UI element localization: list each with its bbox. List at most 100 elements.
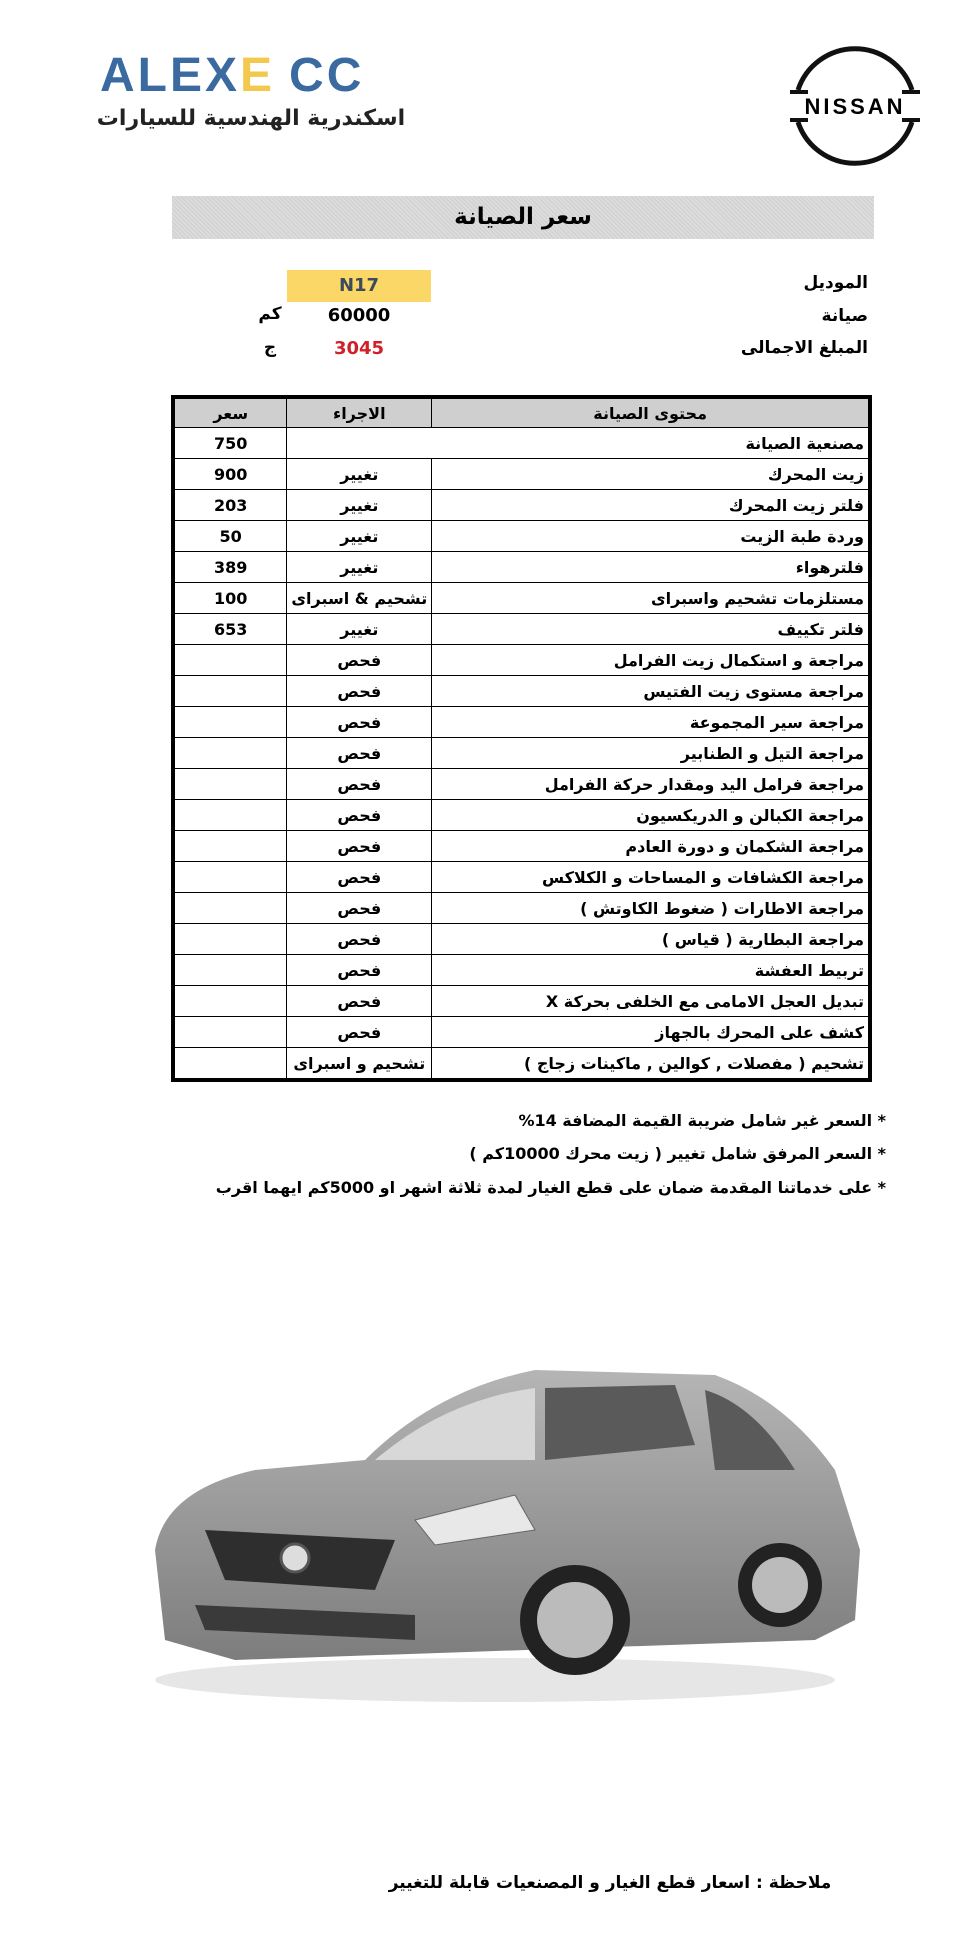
maintenance-table: محتوى الصيانة الاجراء سعر مصنعية الصيانة… xyxy=(171,395,872,1082)
nissan-logo-text: NISSAN xyxy=(804,94,905,119)
row-price xyxy=(172,892,288,924)
table-row: مراجعة التيل و الطنابير فحص xyxy=(172,737,871,769)
table-row: مراجعة الكبالن و الدريكسيون فحص xyxy=(172,799,871,831)
table-row: زيت المحرك تغيير 900 xyxy=(172,458,871,490)
table-row: مراجعة سير المجموعة فحص xyxy=(172,706,871,738)
row-content: مراجعة الاطارات ( ضغوط الكاوتش ) xyxy=(431,892,871,924)
service-value: 60000 xyxy=(327,305,391,326)
table-row: تشحيم ( مفصلات , كوالين , ماكينات زجاج )… xyxy=(172,1047,871,1081)
row-action: تغيير xyxy=(286,458,433,490)
note-warranty: * على خدماتنا المقدمة ضمان على قطع الغيا… xyxy=(215,1178,886,1197)
brand-subtitle: اسكندرية الهندسية للسيارات xyxy=(96,106,406,131)
table-row: مراجعة الكشافات و المساحات و الكلاكس فحص xyxy=(172,861,871,893)
row-price xyxy=(172,861,288,893)
table-row: كشف على المحرك بالجهاز فحص xyxy=(172,1016,871,1048)
table-row: مراجعة فرامل اليد ومقدار حركة الفرامل فحص xyxy=(172,768,871,800)
row-price xyxy=(172,985,288,1017)
row-action: فحص xyxy=(286,861,433,893)
row-action: فحص xyxy=(286,644,433,676)
table-row: وردة طبة الزيت تغيير 50 xyxy=(172,520,871,552)
row-price xyxy=(172,768,288,800)
row-action: فحص xyxy=(286,706,433,738)
row-content: فلتر زيت المحرك xyxy=(431,489,871,521)
table-row: فلتر زيت المحرك تغيير 203 xyxy=(172,489,871,521)
row-price xyxy=(172,1016,288,1048)
row-action: فحص xyxy=(286,768,433,800)
row-content: مراجعة الكشافات و المساحات و الكلاكس xyxy=(431,861,871,893)
row-action: فحص xyxy=(286,675,433,707)
nissan-logo: NISSAN xyxy=(790,46,920,166)
row-action: فحص xyxy=(286,892,433,924)
row-content: مصنعية الصيانة xyxy=(286,427,871,459)
total-label: المبلغ الاجمالى xyxy=(740,338,868,358)
row-price: 653 xyxy=(172,613,288,645)
note-vat: * السعر غير شامل ضريبة القيمة المضافة 14… xyxy=(518,1111,886,1130)
row-content: مراجعة الكبالن و الدريكسيون xyxy=(431,799,871,831)
table-row: تربيط العفشة فحص xyxy=(172,954,871,986)
row-content: تبديل العجل الامامى مع الخلفى بحركة X xyxy=(431,985,871,1017)
table-row: فلتر تكييف تغيير 653 xyxy=(172,613,871,645)
row-action: فحص xyxy=(286,923,433,955)
row-content: مستلزمات تشحيم واسبراى xyxy=(431,582,871,614)
row-content: مراجعة الشكمان و دورة العادم xyxy=(431,830,871,862)
table-row: تبديل العجل الامامى مع الخلفى بحركة X فحص xyxy=(172,985,871,1017)
row-action: تغيير xyxy=(286,551,433,583)
footer-note: ملاحظة : اسعار قطع الغيار و المصنعيات قا… xyxy=(388,1873,832,1893)
row-content: فلتر تكييف xyxy=(431,613,871,645)
table-row: مراجعة الاطارات ( ضغوط الكاوتش ) فحص xyxy=(172,892,871,924)
row-content: تربيط العفشة xyxy=(431,954,871,986)
row-price xyxy=(172,830,288,862)
row-action: فحص xyxy=(286,799,433,831)
row-action: تغيير xyxy=(286,613,433,645)
row-price: 100 xyxy=(172,582,288,614)
row-action: تشحيم و اسبراى xyxy=(286,1047,433,1081)
row-content: زيت المحرك xyxy=(431,458,871,490)
table-row: فلترهواء تغيير 389 xyxy=(172,551,871,583)
row-content: مراجعة سير المجموعة xyxy=(431,706,871,738)
row-price: 900 xyxy=(172,458,288,490)
table-row: مراجعة و استكمال زيت الفرامل فحص xyxy=(172,644,871,676)
row-price xyxy=(172,799,288,831)
row-action: فحص xyxy=(286,737,433,769)
row-price: 50 xyxy=(172,520,288,552)
service-unit: كم xyxy=(258,304,282,324)
row-content: وردة طبة الزيت xyxy=(431,520,871,552)
row-content: تشحيم ( مفصلات , كوالين , ماكينات زجاج ) xyxy=(431,1047,871,1081)
table-row: مستلزمات تشحيم واسبراى تشحيم & اسبراى 100 xyxy=(172,582,871,614)
row-content: مراجعة مستوى زيت الفتيس xyxy=(431,675,871,707)
total-value: 3045 xyxy=(333,338,385,359)
table-header-row: محتوى الصيانة الاجراء سعر xyxy=(172,396,871,428)
row-price xyxy=(172,954,288,986)
row-price: 203 xyxy=(172,489,288,521)
row-action: تغيير xyxy=(286,489,433,521)
row-content: مراجعة و استكمال زيت الفرامل xyxy=(431,644,871,676)
row-action: تغيير xyxy=(286,520,433,552)
row-price: 389 xyxy=(172,551,288,583)
row-price: 750 xyxy=(172,427,288,459)
row-content: مراجعة فرامل اليد ومقدار حركة الفرامل xyxy=(431,768,871,800)
table-row: مراجعة الشكمان و دورة العادم فحص xyxy=(172,830,871,862)
row-content: مراجعة التيل و الطنابير xyxy=(431,737,871,769)
header-content: محتوى الصيانة xyxy=(431,396,871,428)
row-action: فحص xyxy=(286,830,433,862)
note-oil: * السعر المرفق شامل تغيير ( زيت محرك 100… xyxy=(469,1144,886,1163)
total-unit: ج xyxy=(263,338,277,358)
row-action: فحص xyxy=(286,954,433,986)
alexecc-logo: ALEXE CC xyxy=(100,49,365,102)
model-value: N17 xyxy=(287,270,431,302)
table-row: مراجعة البطارية ( قياس ) فحص xyxy=(172,923,871,955)
service-label: صيانة xyxy=(821,306,868,326)
row-action: تشحيم & اسبراى xyxy=(286,582,433,614)
page-title: سعر الصيانة xyxy=(172,196,874,239)
row-content: فلترهواء xyxy=(431,551,871,583)
header-price: سعر xyxy=(172,396,288,428)
car-image xyxy=(155,1370,860,1702)
row-price xyxy=(172,675,288,707)
row-price xyxy=(172,706,288,738)
row-action: فحص xyxy=(286,1016,433,1048)
row-price xyxy=(172,644,288,676)
header-action: الاجراء xyxy=(286,396,433,428)
row-content: كشف على المحرك بالجهاز xyxy=(431,1016,871,1048)
row-price xyxy=(172,923,288,955)
row-content: مراجعة البطارية ( قياس ) xyxy=(431,923,871,955)
